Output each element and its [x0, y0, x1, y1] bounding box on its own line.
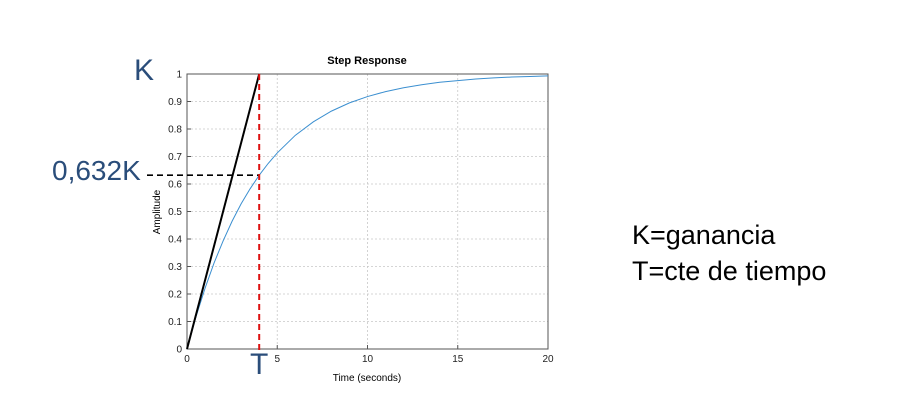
x-tick-label: 0	[184, 354, 190, 365]
y-axis-label: Amplitude	[152, 189, 163, 234]
y-tick-label: 0.7	[168, 152, 182, 163]
y-tick-label: 1	[176, 70, 182, 81]
x-ticks: 0 5 10 15 20	[184, 345, 554, 365]
chart-title: Step Response	[327, 55, 406, 67]
y-tick-label: 0.1	[168, 317, 182, 328]
tangent-line	[186, 73, 261, 350]
grid	[187, 74, 548, 349]
y-tick-label: 0	[176, 345, 182, 356]
y-tick-label: 0.3	[168, 262, 182, 273]
y-tick-label: 0.5	[168, 207, 182, 218]
y-ticks: 0 0.1 0.2 0.3 0.4 0.5 0.6 0.7 0.8 0.9 1	[168, 70, 191, 356]
x-tick-label: 20	[542, 354, 554, 365]
gain-k-label: K	[134, 54, 155, 87]
x-tick-label: 15	[452, 354, 464, 365]
x-tick-label: 5	[274, 354, 280, 365]
y-tick-label: 0.4	[168, 235, 182, 246]
y-tick-label: 0.2	[168, 290, 182, 301]
y-tick-label: 0.9	[168, 97, 182, 108]
level-0632k-label: 0,632K	[52, 155, 141, 186]
y-tick-label: 0.6	[168, 180, 182, 191]
legend-gain-definition: K=ganancia	[632, 220, 776, 250]
y-tick-label: 0.8	[168, 125, 182, 136]
x-axis-label: Time (seconds)	[333, 373, 402, 384]
step-response-curve	[186, 75, 549, 350]
time-constant-t-label: T	[250, 348, 269, 381]
x-tick-label: 10	[362, 354, 374, 365]
legend-time-constant-definition: T=cte de tiempo	[632, 256, 827, 286]
